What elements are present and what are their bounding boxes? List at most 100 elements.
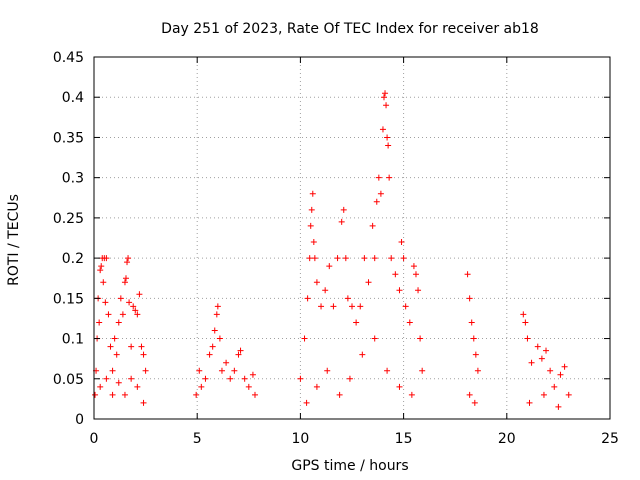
data-point [382, 90, 389, 97]
data-point [379, 126, 386, 133]
data-point [111, 335, 118, 342]
x-tick-label: 10 [291, 431, 309, 447]
data-point [196, 367, 203, 374]
y-tick-label: 0.2 [62, 251, 84, 267]
data-point [561, 363, 568, 370]
data-point [303, 399, 310, 406]
data-point [528, 359, 535, 366]
data-point [383, 102, 390, 109]
data-point [216, 335, 223, 342]
data-point [193, 391, 200, 398]
data-point [565, 391, 572, 398]
data-point [140, 351, 147, 358]
data-point [213, 311, 220, 318]
data-point [524, 335, 531, 342]
data-point [377, 190, 384, 197]
data-point [202, 375, 209, 382]
data-point [369, 222, 376, 229]
data-point [103, 375, 110, 382]
data-point [97, 267, 104, 274]
data-point [410, 263, 417, 270]
data-point [103, 255, 110, 262]
data-point [388, 255, 395, 262]
data-point [119, 311, 126, 318]
x-tick-label: 5 [193, 431, 202, 447]
data-point [371, 335, 378, 342]
data-point [209, 343, 216, 350]
data-point [392, 271, 399, 278]
grid-lines [94, 57, 610, 419]
data-point [551, 383, 558, 390]
data-point [140, 399, 147, 406]
data-point [206, 351, 213, 358]
data-point [237, 347, 244, 354]
data-point [307, 222, 314, 229]
x-tick-label: 20 [498, 431, 516, 447]
data-point [227, 375, 234, 382]
y-tick-label: 0 [75, 412, 84, 428]
data-point [538, 355, 545, 362]
y-tick-label: 0.35 [53, 130, 84, 146]
x-tick-labels: 0 5 10 15 20 25 [90, 431, 619, 447]
data-point [304, 295, 311, 302]
data-point [386, 174, 393, 181]
data-point [130, 303, 137, 310]
data-point [359, 351, 366, 358]
data-point [214, 303, 221, 310]
data-point [466, 295, 473, 302]
data-point [334, 255, 341, 262]
data-point [384, 134, 391, 141]
x-tick-label: 15 [395, 431, 413, 447]
data-point [464, 271, 471, 278]
data-point [520, 311, 527, 318]
data-point [102, 299, 109, 306]
data-point [313, 279, 320, 286]
data-point [415, 287, 422, 294]
data-point [122, 275, 129, 282]
data-point [308, 206, 315, 213]
data-point [547, 367, 554, 374]
data-point [115, 379, 122, 386]
data-point [98, 263, 105, 270]
y-tick-label: 0.05 [53, 372, 84, 388]
data-point [249, 371, 256, 378]
data-point [128, 343, 135, 350]
data-point [113, 351, 120, 358]
data-point [218, 367, 225, 374]
chart-title: Day 251 of 2023, Rate Of TEC Index for r… [161, 21, 539, 37]
data-point [371, 255, 378, 262]
data-point [115, 319, 122, 326]
data-point [121, 279, 128, 286]
y-tick-label: 0.45 [53, 50, 84, 66]
data-point [324, 367, 331, 374]
data-point [365, 279, 372, 286]
y-tick-label: 0.25 [53, 211, 84, 227]
data-point [398, 239, 405, 246]
data-point [396, 383, 403, 390]
data-point [142, 367, 149, 374]
data-point [134, 311, 141, 318]
y-tick-label: 0.15 [53, 291, 84, 307]
data-point [400, 255, 407, 262]
axis-ticks [93, 56, 611, 420]
data-points [92, 90, 572, 410]
data-point [526, 399, 533, 406]
data-point [100, 279, 107, 286]
data-point [128, 375, 135, 382]
data-point [385, 142, 392, 149]
data-point [342, 255, 349, 262]
data-point [396, 287, 403, 294]
data-point [138, 343, 145, 350]
x-axis-label: GPS time / hours [291, 458, 408, 474]
plot-frame [93, 56, 611, 420]
data-point [344, 295, 351, 302]
data-point [121, 391, 128, 398]
data-point [380, 94, 387, 101]
data-point [309, 190, 316, 197]
data-point [132, 307, 139, 314]
data-point [92, 391, 99, 398]
y-tick-label: 0.1 [62, 332, 84, 348]
data-point [109, 391, 116, 398]
data-point [251, 391, 258, 398]
data-point [310, 239, 317, 246]
